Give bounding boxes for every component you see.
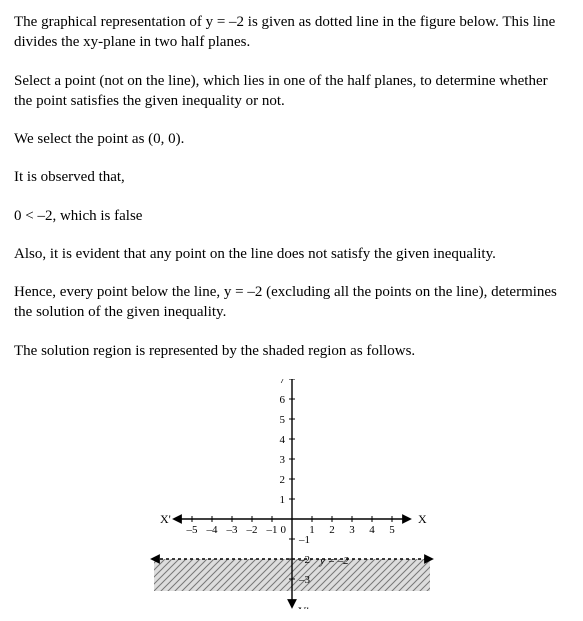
- boundary-label: y = –2: [319, 555, 349, 567]
- paragraph-5: 0 < –2, which is false: [14, 206, 569, 226]
- y-tick-label: 3: [279, 454, 285, 466]
- paragraph-2: Select a point (not on the line), which …: [14, 71, 569, 112]
- paragraph-6: Also, it is evident that any point on th…: [14, 244, 569, 264]
- y-tick-label: 4: [279, 434, 285, 446]
- y-tick-label: 2: [279, 474, 285, 486]
- y-tick-label: 1: [279, 494, 285, 506]
- y-tick-label: –3: [298, 574, 311, 586]
- x-tick-label: 1: [309, 524, 315, 536]
- y-tick-label: 7: [279, 379, 285, 386]
- x-tick-label: –4: [205, 524, 218, 536]
- paragraph-4: It is observed that,: [14, 167, 569, 187]
- x-axis-label-pos: X: [418, 512, 427, 526]
- y-axis-label-neg: Y': [298, 604, 309, 609]
- y-tick-label: –1: [298, 534, 310, 546]
- x-tick-label: 5: [389, 524, 395, 536]
- chart-container: –5–4–3–2–11234501234567–1–2–3XX'YY'y = –…: [14, 379, 569, 609]
- paragraph-1: The graphical representation of y = –2 i…: [14, 12, 569, 53]
- x-axis-label-neg: X': [160, 512, 171, 526]
- y-tick-label: 6: [279, 394, 285, 406]
- y-tick-label: 5: [279, 414, 285, 426]
- x-tick-label: –3: [225, 524, 238, 536]
- x-tick-label: 4: [369, 524, 375, 536]
- inequality-chart: –5–4–3–2–11234501234567–1–2–3XX'YY'y = –…: [142, 379, 442, 609]
- paragraph-3: We select the point as (0, 0).: [14, 129, 569, 149]
- x-tick-label: 2: [329, 524, 335, 536]
- x-tick-label: 3: [349, 524, 355, 536]
- x-tick-label: –1: [265, 524, 277, 536]
- paragraph-7: Hence, every point below the line, y = –…: [14, 282, 569, 323]
- origin-label: 0: [280, 524, 286, 536]
- y-tick-label: –2: [298, 554, 310, 566]
- paragraph-8: The solution region is represented by th…: [14, 341, 569, 361]
- x-tick-label: –2: [245, 524, 257, 536]
- x-tick-label: –5: [185, 524, 198, 536]
